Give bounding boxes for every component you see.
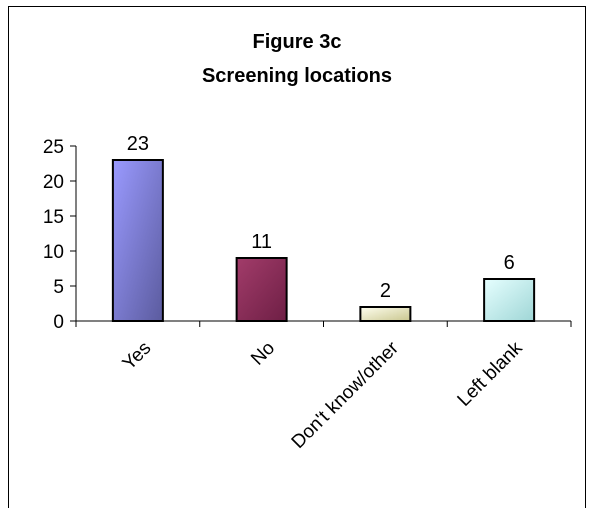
chart-title: Figure 3c xyxy=(253,31,342,53)
frame-right-border xyxy=(585,6,586,508)
bar-1 xyxy=(235,257,288,322)
y-tick-label: 0 xyxy=(53,312,64,333)
data-labels-group: 23 11 2 6 xyxy=(127,133,515,302)
category-labels-group: Yes No Don't know/other Left blank xyxy=(119,337,527,453)
bar-3 xyxy=(483,278,536,322)
bar-0 xyxy=(111,159,164,322)
data-label: 23 xyxy=(127,133,149,155)
bar-2 xyxy=(359,306,412,322)
category-label: Yes xyxy=(119,338,156,375)
category-label: Left blank xyxy=(454,337,527,410)
y-tick-label: 25 xyxy=(43,137,64,158)
data-label: 11 xyxy=(251,231,272,253)
y-tick-label: 5 xyxy=(53,277,64,298)
y-tick-label: 15 xyxy=(43,207,64,228)
y-axis: 0 5 10 15 20 25 xyxy=(43,137,77,333)
frame-left-border xyxy=(8,6,9,508)
data-label: 2 xyxy=(380,280,391,302)
frame-top-border xyxy=(8,6,586,7)
category-label: Don't know/other xyxy=(288,337,404,453)
bars-group xyxy=(111,159,536,322)
y-tick-label: 20 xyxy=(43,172,64,193)
category-label: No xyxy=(247,338,279,370)
data-label: 6 xyxy=(504,252,515,274)
chart-subtitle: Screening locations xyxy=(202,65,392,87)
y-tick-label: 10 xyxy=(43,242,64,263)
